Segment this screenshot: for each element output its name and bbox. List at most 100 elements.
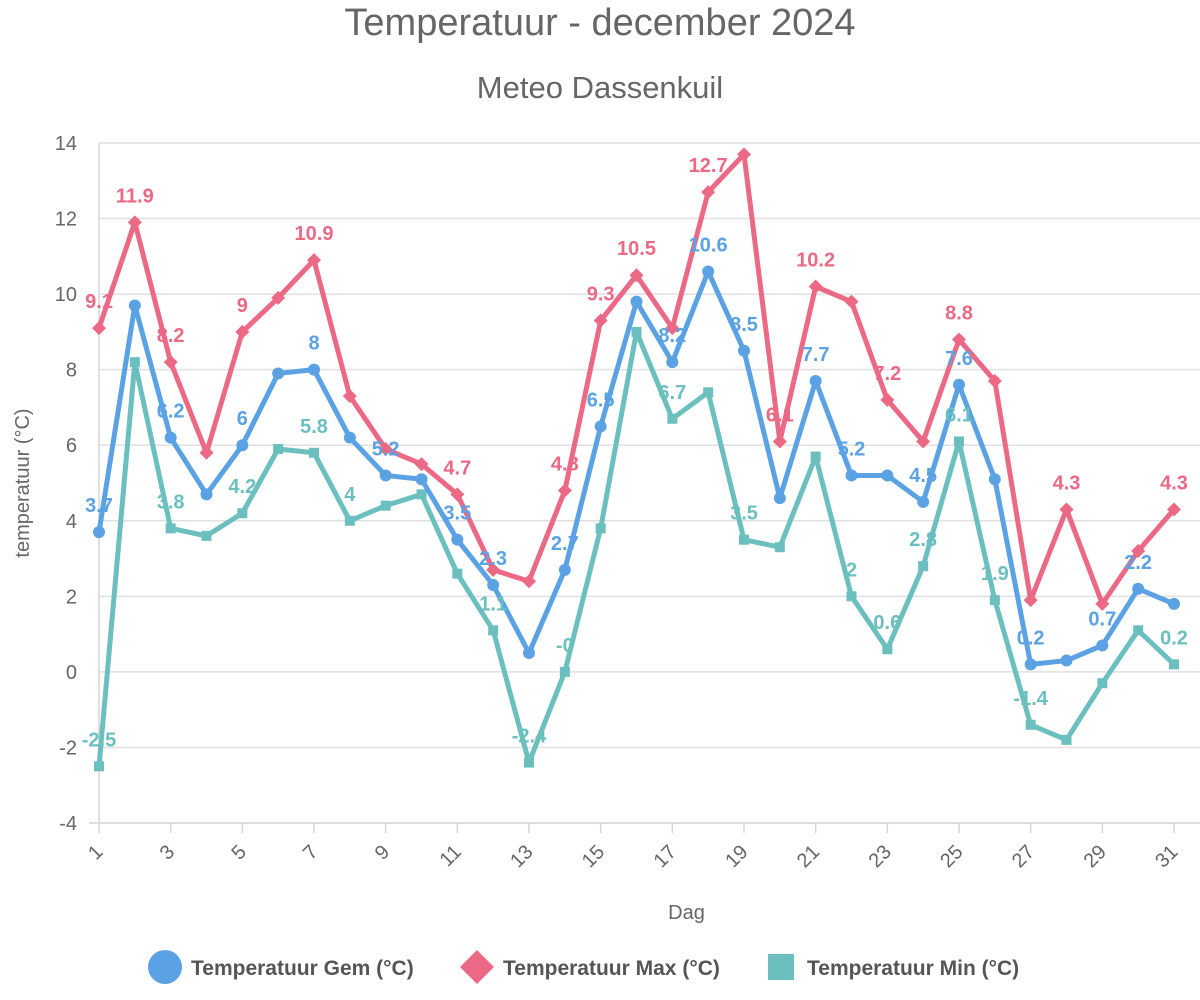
data-label: 4.3: [1053, 472, 1081, 494]
data-point: [1167, 502, 1181, 517]
data-label: 7.2: [873, 363, 901, 385]
y-tick-label: 14: [55, 133, 77, 155]
data-point: [1025, 719, 1036, 730]
data-label: 12.7: [689, 155, 728, 177]
data-label: -2.4: [512, 726, 547, 748]
data-label: 5.8: [300, 416, 328, 438]
series-line: [96, 151, 1177, 607]
data-point: [1024, 658, 1037, 671]
data-label: 9: [237, 295, 248, 317]
y-tick-label: 4: [66, 511, 77, 533]
data-label: 6.5: [587, 389, 615, 411]
data-point: [1096, 639, 1109, 652]
data-label: 3.7: [85, 495, 113, 517]
data-point: [416, 489, 427, 500]
data-point: [1097, 678, 1108, 689]
legend-diamond-icon: [460, 950, 494, 984]
data-label: -1.4: [1013, 688, 1048, 710]
data-point: [1061, 734, 1072, 745]
data-point: [452, 568, 463, 579]
data-label: 0.2: [1017, 627, 1045, 649]
data-label: 6.1: [945, 404, 973, 426]
series-diamond: [92, 147, 1181, 611]
x-tick-label: 5: [227, 841, 250, 864]
data-point: [666, 356, 679, 369]
data-point: [774, 542, 785, 553]
data-point: [630, 295, 643, 308]
data-point: [450, 487, 465, 502]
x-tick-label: 1: [84, 841, 107, 864]
data-label: -0: [556, 635, 574, 657]
data-label: 6.1: [766, 404, 794, 426]
data-point: [557, 483, 572, 498]
y-tick-label: 8: [66, 360, 77, 382]
y-tick-label: 2: [66, 586, 77, 608]
y-tick-label: 12: [55, 209, 77, 231]
y-axis-title: temperatuur (°C): [12, 408, 34, 557]
x-tick-label: 31: [1151, 841, 1182, 872]
data-point: [379, 469, 392, 482]
x-tick-label: 11: [436, 841, 466, 871]
y-tick-label: -4: [59, 813, 77, 835]
data-label: 8.2: [157, 325, 185, 347]
data-point: [94, 761, 104, 772]
x-tick-label: 7: [299, 841, 322, 864]
data-point: [343, 431, 356, 444]
data-point: [918, 561, 929, 572]
data-label: 2.8: [909, 529, 937, 551]
data-point: [342, 389, 357, 404]
data-point: [380, 500, 391, 511]
data-point: [486, 562, 501, 577]
data-point: [200, 488, 213, 501]
data-point: [1060, 654, 1073, 667]
data-label: 8.8: [945, 302, 973, 324]
data-point: [917, 495, 930, 508]
series-square: [94, 326, 1179, 772]
data-label: 10.6: [689, 234, 728, 256]
data-label: 0.6: [873, 612, 901, 634]
data-point: [309, 447, 319, 458]
data-point: [953, 378, 965, 391]
data-label: 11.9: [116, 185, 154, 207]
data-label: 2.3: [479, 548, 507, 570]
data-point: [235, 324, 250, 339]
data-point: [451, 533, 464, 546]
data-label: 8: [308, 333, 319, 355]
data-point: [738, 344, 750, 357]
data-point: [701, 185, 716, 200]
data-label: 4.5: [909, 465, 937, 487]
data-label: 8.2: [658, 325, 686, 347]
data-point: [378, 442, 393, 456]
data-point: [164, 431, 177, 444]
data-point: [667, 413, 678, 424]
data-point: [882, 644, 893, 655]
data-label: 3.8: [157, 491, 185, 513]
data-point: [1131, 544, 1146, 558]
data-label: 1.9: [981, 563, 1009, 585]
data-point: [810, 451, 821, 462]
data-point: [954, 436, 964, 447]
data-label: 2.7: [551, 533, 579, 555]
data-point: [987, 374, 1002, 388]
data-point: [1132, 582, 1145, 595]
x-tick-label: 27: [1008, 841, 1039, 872]
data-point: [522, 574, 536, 589]
x-tick-label: 25: [936, 841, 967, 872]
x-tick-label: 3: [156, 841, 179, 864]
legend-label: Temperatuur Min (°C): [807, 957, 1019, 980]
data-point: [1023, 593, 1038, 608]
data-label: 5.2: [838, 438, 866, 460]
data-point: [737, 147, 751, 162]
data-label: 9.1: [85, 291, 113, 313]
x-axis-title: Dag: [668, 902, 705, 924]
data-point: [93, 526, 105, 539]
data-label: 6: [237, 408, 248, 430]
data-label: 4.7: [443, 457, 471, 479]
data-point: [989, 595, 1000, 606]
data-point: [594, 420, 607, 433]
x-tick-label: 23: [865, 841, 896, 872]
x-tick-label: 15: [578, 841, 609, 872]
data-point: [844, 294, 859, 309]
y-tick-label: 10: [55, 284, 77, 306]
